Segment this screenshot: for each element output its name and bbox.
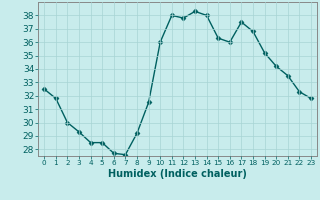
X-axis label: Humidex (Indice chaleur): Humidex (Indice chaleur) [108,169,247,179]
